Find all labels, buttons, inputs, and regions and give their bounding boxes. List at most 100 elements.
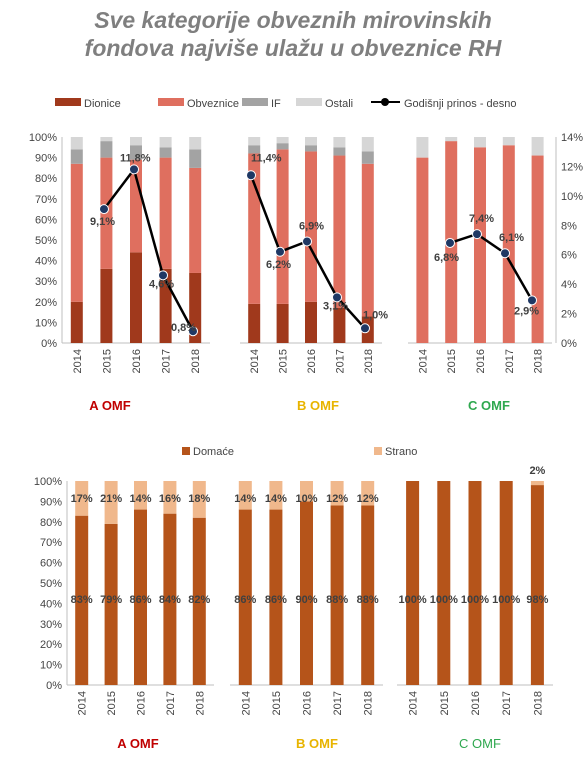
fund-label: A OMF	[117, 736, 158, 751]
fund-label: C OMF	[459, 736, 501, 751]
x-tick-label: 2016	[475, 349, 487, 373]
x-tick-label: 2016	[302, 691, 314, 715]
bar-segment-dionice	[248, 303, 261, 343]
strano-data-label: 14%	[234, 493, 256, 505]
bar-segment-strano	[330, 481, 344, 506]
bar-segment-strano	[238, 481, 252, 510]
x-tick-label: 2016	[136, 691, 148, 715]
prinos-line	[449, 232, 534, 301]
bar-segment-domace	[468, 481, 482, 685]
bar-segment-dionice	[70, 301, 83, 343]
bar-segment-domace	[406, 481, 420, 685]
bar-segment-strano	[163, 481, 177, 514]
prinos-data-label: 6,1%	[499, 232, 524, 244]
bar-segment-domace	[75, 515, 89, 685]
legend-swatch-4	[296, 98, 322, 106]
bar-segment-strano	[192, 481, 206, 518]
legend-label-3: IF	[271, 98, 281, 110]
y-tick-label: 40%	[40, 598, 62, 610]
bar-segment-strano	[300, 481, 313, 502]
y2-tick-label: 6%	[561, 250, 577, 262]
bar-segment-ostali	[474, 137, 486, 148]
bar-segment-obveznice	[189, 167, 202, 273]
prinos-data-label: 6,9%	[299, 220, 324, 232]
domace-data-label: 79%	[100, 594, 122, 606]
bar-segment-dionice	[333, 307, 346, 343]
x-tick-label: 2014	[417, 349, 429, 373]
bar-segment-obveznice	[474, 147, 486, 343]
bar-segment-obveznice	[333, 155, 346, 308]
domace-data-label: 86%	[265, 594, 287, 606]
y2-tick-label: 4%	[561, 279, 577, 291]
bar-segment-obveznice	[361, 163, 374, 317]
domace-data-label: 100%	[461, 594, 489, 606]
bar-segment-ostali	[531, 137, 544, 156]
y-tick-label: 60%	[35, 214, 57, 226]
prinos-point	[129, 164, 139, 175]
prinos-point	[158, 270, 168, 281]
bar-segment-domace	[330, 505, 344, 685]
strano-data-label: 12%	[326, 493, 348, 505]
bar-segment-domace	[361, 505, 375, 685]
y2-tick-label: 8%	[561, 220, 577, 232]
x-tick-label: 2015	[106, 691, 118, 715]
bar-segment-ostali	[248, 137, 261, 146]
y2-tick-label: 2%	[561, 309, 577, 321]
x-tick-label: 2014	[72, 349, 84, 373]
y-tick-label: 20%	[40, 639, 62, 651]
y-tick-label: 80%	[40, 517, 62, 529]
y-tick-label: 0%	[46, 680, 62, 692]
domace-data-label: 98%	[526, 594, 548, 606]
y-tick-label: 70%	[40, 537, 62, 549]
y-tick-label: 30%	[35, 276, 57, 288]
y2-tick-label: 0%	[561, 338, 577, 350]
bar-segment-ostali	[100, 137, 113, 142]
y2-tick-label: 10%	[561, 191, 583, 203]
prinos-data-label: 6,8%	[434, 252, 459, 264]
domace-data-label: 84%	[159, 594, 181, 606]
bar-segment-dionice	[130, 252, 142, 343]
prinos-point	[99, 204, 109, 215]
bar-segment-strano	[134, 481, 147, 510]
bar-segment-domace	[163, 513, 177, 685]
bar-segment-obveznice	[502, 145, 515, 343]
x-tick-label: 2016	[306, 349, 318, 373]
domace-data-label: 90%	[295, 594, 317, 606]
fund-label: A OMF	[89, 398, 130, 413]
bar-segment-ostali	[361, 137, 374, 152]
bar-segment-if	[130, 145, 142, 160]
x-tick-label: 2018	[194, 691, 206, 715]
bar-segment-if	[100, 141, 113, 158]
prinos-point	[275, 246, 285, 257]
domace-data-label: 86%	[234, 594, 256, 606]
prinos-point	[332, 292, 342, 303]
legend-swatch-strano	[374, 447, 382, 455]
bar-segment-domace	[238, 509, 252, 685]
bar-segment-dionice	[100, 268, 113, 343]
bar-segment-ostali	[159, 137, 172, 148]
prinos-point	[472, 229, 482, 240]
bar-segment-if	[159, 147, 172, 158]
prinos-data-label: 3,1%	[323, 300, 348, 312]
y-tick-label: 90%	[40, 496, 62, 508]
x-tick-label: 2017	[504, 349, 516, 373]
legend-marker-prinos	[381, 98, 389, 106]
strano-data-label: 21%	[100, 493, 122, 505]
x-tick-label: 2018	[532, 691, 544, 715]
bar-segment-dionice	[305, 301, 317, 343]
bar-segment-strano	[104, 481, 118, 524]
bar-segment-if	[70, 149, 83, 164]
prinos-point	[500, 248, 510, 259]
prinos-data-label: 11,4%	[251, 152, 282, 164]
x-tick-label: 2018	[363, 349, 375, 373]
y-tick-label: 20%	[35, 297, 57, 309]
x-tick-label: 2018	[190, 349, 202, 373]
bar-segment-ostali	[502, 137, 515, 146]
x-tick-label: 2014	[249, 349, 261, 373]
prinos-data-label: 11,8%	[120, 152, 151, 164]
x-tick-label: 2017	[334, 349, 346, 373]
y-tick-label: 60%	[40, 558, 62, 570]
bar-segment-obveznice	[130, 159, 142, 253]
page-title: Sve kategorije obveznih mirovinskih fond…	[0, 6, 586, 62]
bar-segment-strano	[75, 481, 89, 516]
